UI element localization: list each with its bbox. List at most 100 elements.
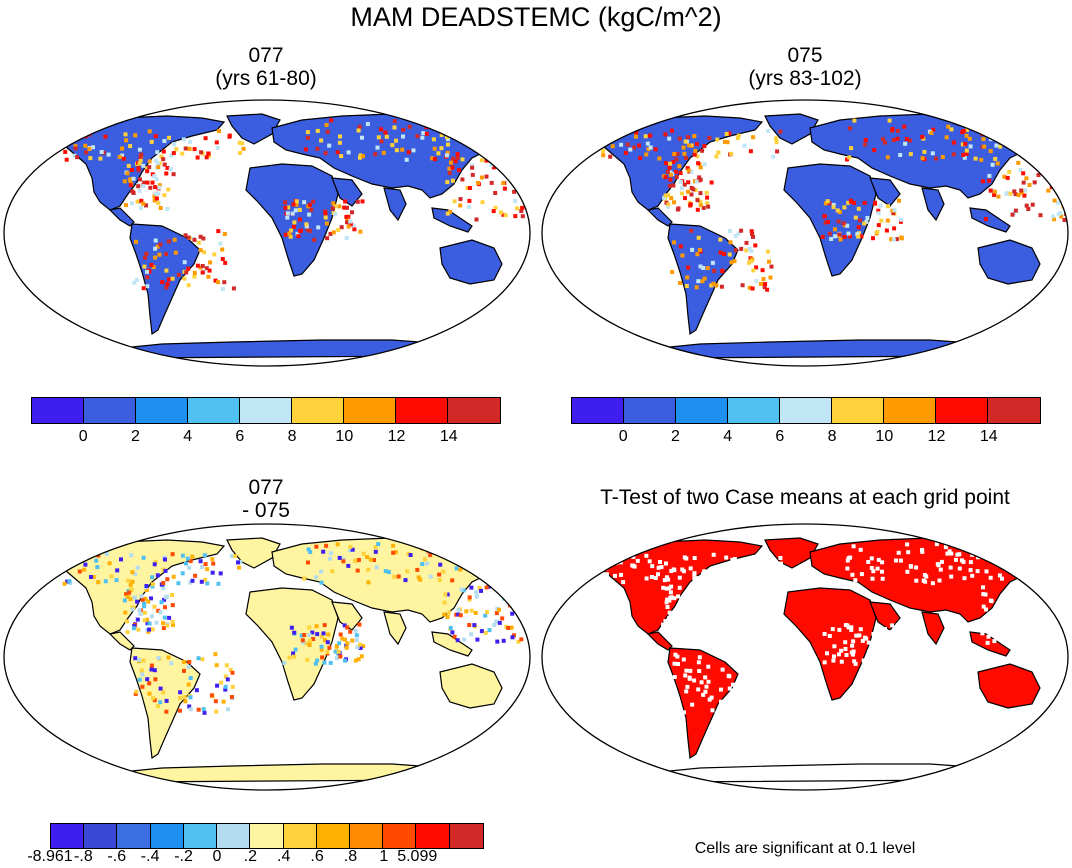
grid-cell — [411, 148, 416, 153]
grid-cell — [769, 264, 774, 269]
grid-cell — [486, 584, 491, 589]
grid-cell — [220, 247, 225, 252]
grid-cell — [847, 155, 852, 160]
grid-cell — [145, 275, 150, 280]
grid-cell — [765, 249, 770, 254]
grid-cell — [687, 600, 692, 605]
grid-cell — [162, 597, 167, 602]
grid-cell — [699, 680, 704, 685]
grid-cell — [871, 632, 876, 636]
grid-cell — [140, 684, 145, 689]
grid-cell — [661, 585, 666, 590]
grid-cell — [686, 180, 691, 185]
land-region — [439, 663, 503, 709]
grid-cell — [993, 128, 998, 133]
grid-cell — [994, 126, 999, 131]
grid-cell — [1056, 200, 1060, 205]
grid-cell — [1032, 634, 1037, 639]
grid-cell — [221, 699, 226, 704]
grid-cell — [133, 656, 138, 661]
grid-cell — [744, 248, 749, 253]
grid-cell — [134, 239, 138, 244]
grid-cell — [837, 652, 841, 657]
grid-cell — [683, 598, 688, 602]
grid-cell — [203, 136, 208, 141]
grid-cell — [333, 212, 338, 217]
grid-cell — [188, 139, 192, 144]
grid-cell — [96, 580, 101, 585]
grid-cell — [192, 147, 197, 152]
grid-cell — [862, 200, 867, 205]
grid-cell — [493, 191, 498, 195]
grid-cell — [144, 203, 148, 208]
grid-cell — [696, 279, 701, 284]
grid-cell — [456, 612, 461, 617]
grid-cell — [157, 183, 162, 188]
grid-cell — [348, 548, 353, 553]
grid-cell — [700, 587, 705, 592]
grid-cell — [525, 187, 530, 192]
grid-cell — [442, 612, 447, 617]
grid-cell — [863, 661, 868, 666]
grid-cell — [880, 647, 885, 652]
grid-cell — [338, 654, 343, 659]
grid-cell — [137, 677, 142, 682]
grid-cell — [706, 679, 711, 684]
grid-cell — [905, 569, 910, 574]
grid-cell — [311, 199, 316, 204]
grid-cell — [1062, 179, 1067, 184]
grid-cell — [879, 641, 884, 646]
grid-cell — [749, 249, 754, 253]
grid-cell — [445, 150, 450, 155]
grid-cell — [823, 220, 828, 225]
colorbar-tick-label: 8 — [827, 428, 837, 445]
grid-cell — [698, 627, 702, 632]
grid-cell — [657, 156, 662, 161]
grid-cell — [672, 152, 677, 156]
grid-cell — [833, 234, 838, 239]
grid-cell — [509, 625, 514, 630]
grid-cell — [891, 211, 896, 216]
grid-cell — [845, 558, 850, 563]
grid-cell — [64, 157, 69, 162]
grid-cell — [344, 643, 349, 648]
grid-cell — [147, 681, 152, 686]
grid-cell — [969, 548, 974, 553]
grid-cell — [743, 668, 748, 673]
grid-cell — [153, 255, 158, 260]
grid-cell — [726, 700, 731, 705]
grid-cell — [1062, 623, 1067, 628]
grid-cell — [154, 196, 159, 201]
grid-cell — [423, 557, 427, 562]
grid-cell — [896, 639, 901, 644]
grid-cell — [205, 567, 210, 572]
grid-cell — [876, 223, 881, 228]
grid-cell — [231, 286, 236, 291]
grid-cell — [866, 640, 871, 645]
grid-cell — [677, 575, 682, 580]
grid-cell — [156, 656, 161, 660]
grid-cell — [230, 670, 235, 675]
grid-cell — [147, 621, 152, 626]
grid-cell — [722, 252, 727, 256]
grid-cell — [391, 550, 396, 555]
grid-cell — [390, 143, 395, 148]
grid-cell — [718, 250, 723, 255]
grid-cell — [149, 263, 154, 267]
grid-cell — [1032, 180, 1037, 185]
grid-cell — [853, 215, 858, 220]
grid-cell — [106, 152, 111, 157]
grid-cell — [1022, 598, 1027, 603]
grid-cell — [168, 167, 173, 172]
grid-cell — [960, 142, 965, 147]
grid-cell — [837, 210, 842, 215]
grid-cell — [648, 133, 653, 138]
grid-cell — [736, 133, 741, 138]
grid-cell — [696, 161, 701, 166]
grid-cell — [525, 171, 530, 176]
grid-cell — [319, 644, 324, 649]
colorbar-swatch — [316, 824, 350, 848]
grid-cell — [883, 140, 887, 145]
grid-cell — [524, 193, 528, 198]
grid-cell — [450, 178, 455, 183]
